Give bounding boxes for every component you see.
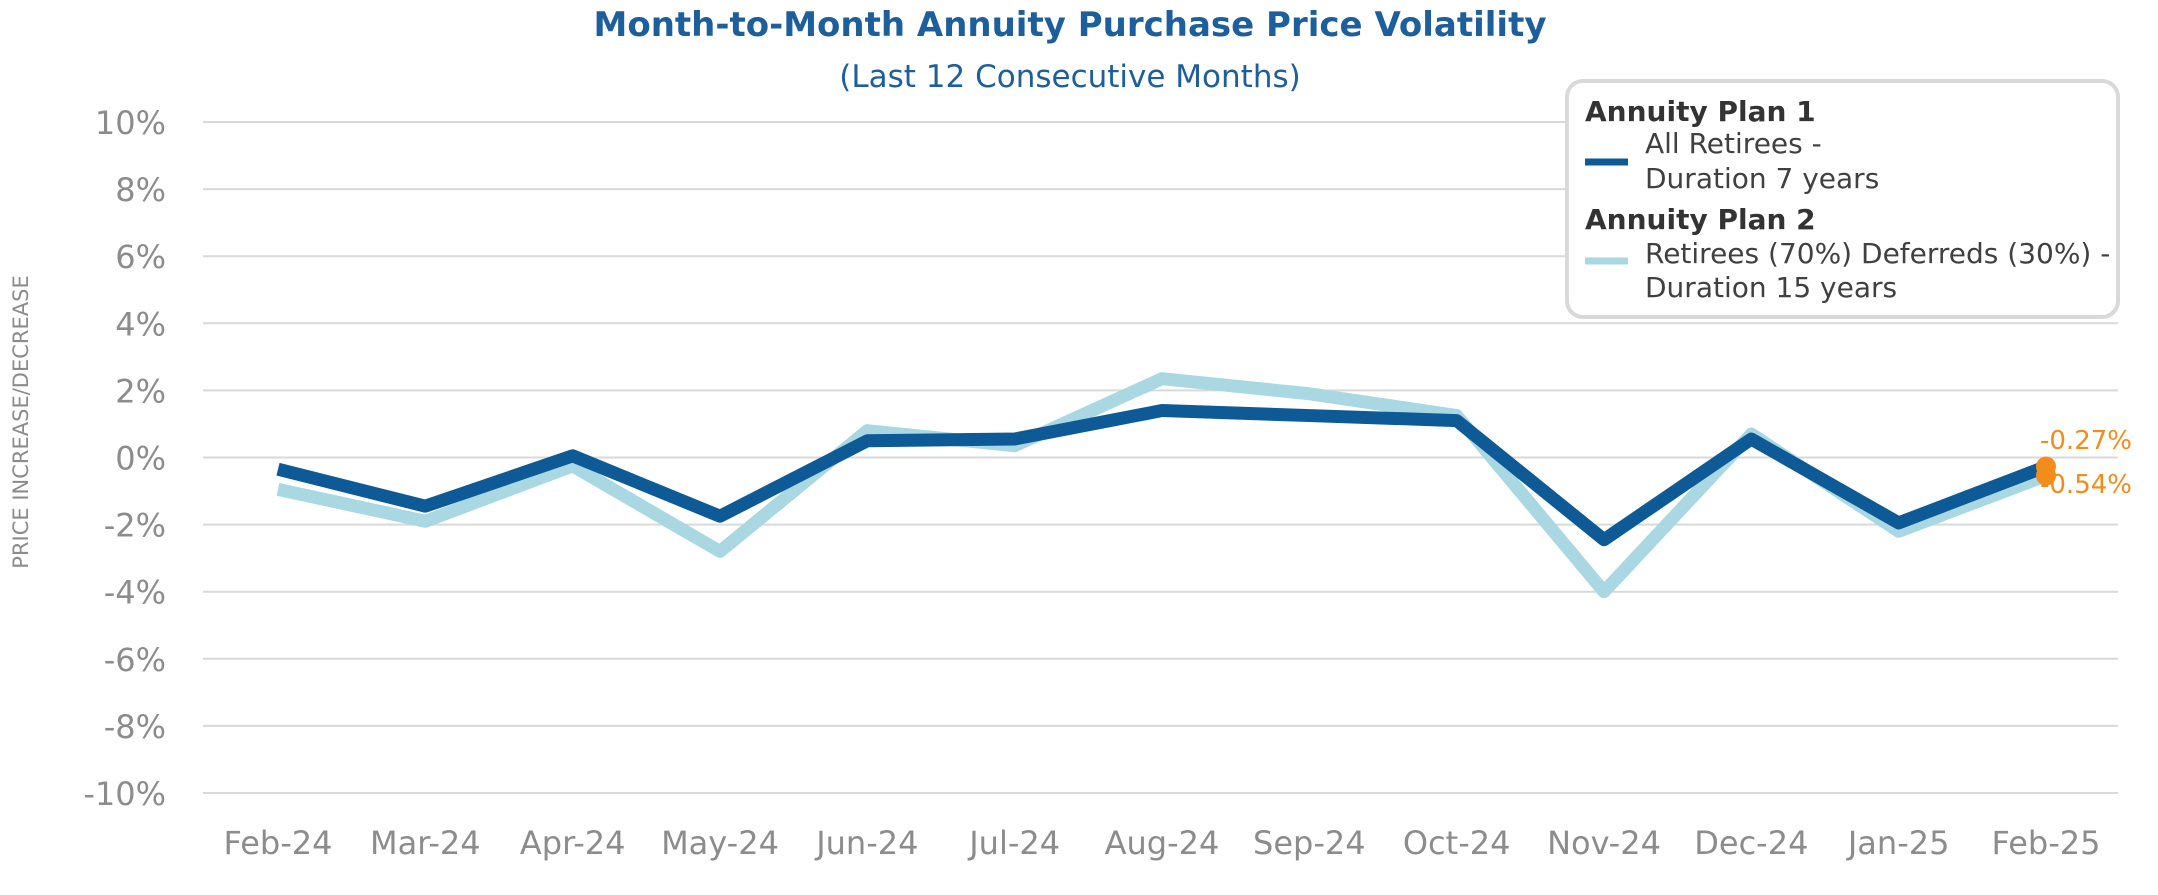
legend-plan2-title: Annuity Plan 2 xyxy=(1585,203,1816,236)
x-tick-label: Jan-25 xyxy=(1846,824,1950,862)
y-axis-ticks: 10% 8% 6% 4% 2% 0% -2% -4% -6% -8% -10% xyxy=(83,104,166,813)
chart-subtitle: (Last 12 Consecutive Months) xyxy=(839,59,1300,95)
y-tick-label: 6% xyxy=(115,238,166,276)
x-tick-label: Nov-24 xyxy=(1547,824,1661,862)
x-tick-label: Mar-24 xyxy=(370,824,481,862)
x-tick-label: Jun-24 xyxy=(814,824,918,862)
legend-plan2-line2: Duration 15 years xyxy=(1645,271,1897,304)
end-label-plan2: -0.54% xyxy=(2040,470,2132,500)
end-markers: -0.27% -0.54% xyxy=(2036,426,2132,500)
gridlines xyxy=(203,121,2118,794)
x-tick-label: May-24 xyxy=(661,824,779,862)
y-tick-label: -2% xyxy=(104,507,166,545)
series-line-plan1 xyxy=(276,404,2049,547)
legend-plan1-line2: Duration 7 years xyxy=(1645,162,1879,195)
x-tick-label: Feb-25 xyxy=(1992,824,2101,862)
legend-plan1-line1: All Retirees - xyxy=(1645,127,1822,160)
y-tick-label: 4% xyxy=(115,305,166,343)
legend: Annuity Plan 1 All Retirees - Duration 7… xyxy=(1565,79,2120,319)
legend-plan2-line1: Retirees (70%) Deferreds (30%) - xyxy=(1645,237,2110,270)
y-tick-label: 8% xyxy=(115,171,166,209)
y-tick-label: -6% xyxy=(104,641,166,679)
y-tick-label: 10% xyxy=(95,104,166,142)
x-tick-label: Oct-24 xyxy=(1403,824,1511,862)
y-tick-label: -10% xyxy=(83,775,166,813)
x-tick-label: Apr-24 xyxy=(520,824,626,862)
x-tick-label: Sep-24 xyxy=(1253,824,1366,862)
legend-box xyxy=(1565,79,2120,319)
end-marker-plan2 xyxy=(2036,465,2056,486)
y-tick-label: -8% xyxy=(104,708,166,746)
x-tick-label: Jul-24 xyxy=(967,824,1060,862)
chart-title: Month-to-Month Annuity Purchase Price Vo… xyxy=(594,5,1547,45)
legend-plan1-title: Annuity Plan 1 xyxy=(1585,95,1816,128)
y-tick-label: 0% xyxy=(115,440,166,478)
y-tick-label: -4% xyxy=(104,574,166,612)
x-tick-label: Aug-24 xyxy=(1105,824,1220,862)
x-tick-label: Feb-24 xyxy=(224,824,333,862)
y-tick-label: 2% xyxy=(115,372,166,410)
x-axis-ticks: Feb-24 Mar-24 Apr-24 May-24 Jun-24 Jul-24 Aug-… xyxy=(224,824,2101,862)
end-label-plan1: -0.27% xyxy=(2040,426,2132,456)
series-lines xyxy=(276,372,2049,599)
x-tick-label: Dec-24 xyxy=(1694,824,1808,862)
y-axis-label: PRICE INCREASE/DECREASE xyxy=(9,275,33,568)
